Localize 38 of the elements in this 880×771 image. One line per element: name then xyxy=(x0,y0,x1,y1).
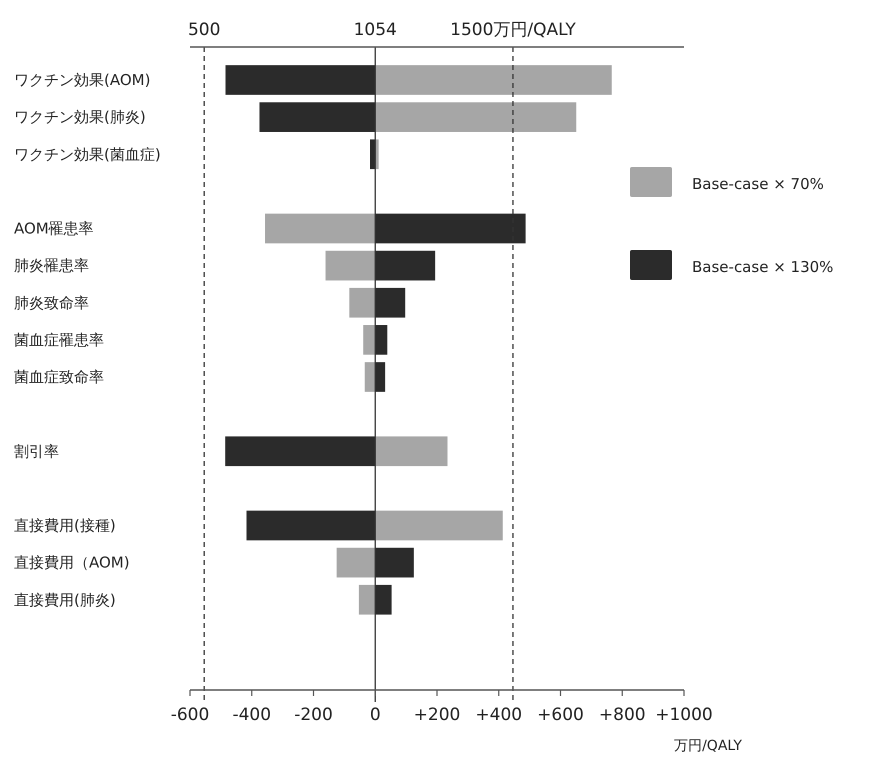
y-tick-label: 割引率 xyxy=(14,442,59,460)
x-tick-label: -400 xyxy=(232,705,272,725)
legend-label: Base-case × 130% xyxy=(692,258,834,276)
y-tick-label: 肺炎罹患率 xyxy=(14,256,89,275)
y-tick-label: AOM罹患率 xyxy=(14,220,94,238)
x-tick-label: 0 xyxy=(370,705,381,725)
x-tick-label: +200 xyxy=(414,705,460,725)
y-tick-label: ワクチン効果(肺炎) xyxy=(14,108,146,126)
x-tick-label: -200 xyxy=(294,705,333,725)
bar xyxy=(265,214,376,244)
y-tick-label: 直接費用(肺炎) xyxy=(14,590,116,609)
y-tick-label: ワクチン効果(菌血症) xyxy=(14,145,161,164)
x-axis-title: 万円/QALY xyxy=(674,738,742,754)
y-tick-label: 菌血症罹患率 xyxy=(14,330,104,349)
x-tick-label: -600 xyxy=(170,705,210,725)
bar xyxy=(375,65,612,95)
y-tick-label: ワクチン効果(AOM) xyxy=(14,71,150,89)
bar xyxy=(358,584,376,615)
bar xyxy=(364,362,376,392)
bar xyxy=(375,436,448,466)
x-tick-label: +800 xyxy=(598,705,646,725)
bar xyxy=(349,288,376,318)
bar xyxy=(363,325,376,355)
y-tick-label: 肺炎致命率 xyxy=(14,294,89,312)
y-tick-label: 直接費用（AOM) xyxy=(14,554,130,572)
x-tick-label: +1000 xyxy=(655,705,713,725)
x-tick-label: +600 xyxy=(537,705,584,725)
bar xyxy=(326,250,376,280)
x2-tick-label: 1500万円/QALY xyxy=(450,20,576,40)
x2-tick-label: 500 xyxy=(188,20,220,40)
y-tick-label: 直接費用(接種) xyxy=(14,516,116,534)
bar xyxy=(336,548,376,578)
bar xyxy=(375,510,503,540)
bar xyxy=(375,102,576,132)
y-tick-label: 菌血症致命率 xyxy=(14,368,104,386)
x-tick-label: +400 xyxy=(475,705,522,725)
legend-label: Base-case × 70% xyxy=(692,175,824,193)
x2-tick-label: 1054 xyxy=(354,20,397,40)
